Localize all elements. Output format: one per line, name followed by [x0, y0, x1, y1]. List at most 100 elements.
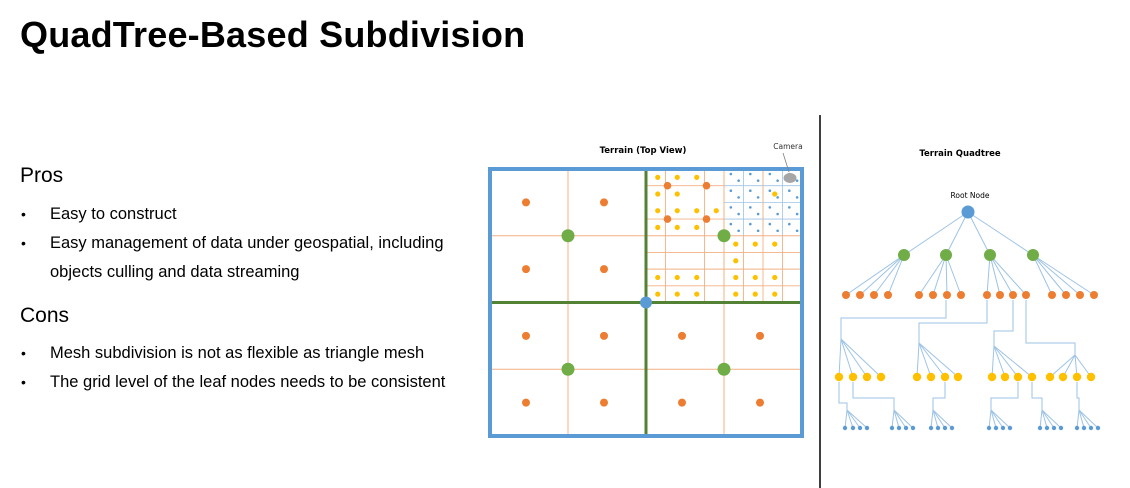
tree-edge [840, 300, 947, 339]
bullet-icon: • [21, 206, 26, 222]
tree-node [842, 291, 850, 299]
root-node [961, 205, 975, 219]
tree-edge [873, 254, 905, 296]
node-dot [776, 212, 779, 216]
tree-edge [1025, 300, 1076, 355]
tree-node [935, 425, 941, 431]
tree-edge [945, 254, 948, 296]
node-dot [678, 331, 686, 340]
tree-node [1074, 425, 1080, 431]
node-dot [522, 331, 530, 340]
tree-edge [988, 409, 992, 429]
tree-edge [932, 382, 946, 410]
node-dot [655, 191, 661, 197]
node-dot [756, 398, 764, 407]
tree-node [940, 249, 952, 261]
tree-node [1088, 425, 1094, 431]
root-node-label: Root Node [951, 191, 990, 200]
slide-title: QuadTree-Based Subdivision [20, 14, 526, 55]
tree-edge [903, 211, 969, 256]
node-dot [795, 212, 799, 216]
terrain-quadtree-title: Terrain Quadtree [919, 149, 1001, 159]
tree-node [1076, 291, 1084, 299]
tree-edge [844, 409, 848, 429]
tree-edge [932, 254, 947, 296]
node-dot [733, 258, 739, 264]
tree-node [928, 425, 934, 431]
tree-edge [1076, 409, 1080, 429]
tree-node [898, 249, 910, 261]
tree-edge [993, 345, 1006, 378]
tree-edge [932, 409, 939, 429]
node-dot [713, 208, 719, 214]
tree-node [996, 291, 1004, 299]
pros-heading: Pros [20, 164, 64, 187]
node-dot [561, 229, 575, 243]
tree-edge [1074, 354, 1092, 378]
tree-edge [1078, 409, 1092, 429]
tree-edge [918, 254, 947, 296]
node-dot [768, 189, 772, 192]
tree-node [1000, 425, 1006, 431]
node-dot [655, 274, 661, 281]
tree-edge [887, 254, 905, 296]
tree-edge [1031, 382, 1043, 410]
list-item-text: Mesh subdivision is not as flexible as t… [50, 344, 425, 362]
tree-node [1007, 425, 1013, 431]
node-dot [752, 274, 758, 281]
tree-node [1027, 249, 1039, 261]
tree-node [884, 291, 892, 299]
tree-node [926, 372, 936, 382]
node-dot [694, 291, 700, 297]
tree-edge [1049, 354, 1076, 378]
node-dot [749, 222, 752, 226]
tree-edge [993, 345, 1019, 378]
tree-edge [945, 211, 969, 256]
node-dot [663, 215, 672, 223]
node-dot [749, 206, 752, 209]
tree-node [1027, 372, 1037, 382]
tree-node [910, 425, 916, 431]
node-dot [733, 274, 739, 281]
tree-node [1090, 291, 1098, 299]
tree-node [1048, 291, 1056, 299]
node-dot [694, 208, 700, 214]
node-dot [655, 174, 661, 180]
bullet-icon: • [21, 345, 26, 361]
node-dot [788, 222, 791, 226]
tree-edge [893, 409, 914, 429]
tree-edge [840, 338, 854, 378]
tree-node [856, 291, 864, 299]
tree-edge [930, 409, 934, 429]
tree-edge [838, 338, 842, 378]
tree-edge [1032, 254, 1053, 296]
tree-edge [993, 300, 1014, 346]
node-dot [772, 241, 778, 247]
node-dot [717, 229, 731, 243]
tree-edge [845, 254, 905, 296]
tree-node [896, 425, 902, 431]
node-dot [776, 196, 779, 199]
list-item: • The grid level of the leaf nodes needs … [20, 368, 450, 397]
node-dot [795, 179, 799, 182]
tree-edge [932, 409, 946, 429]
tree-edge [989, 254, 1001, 296]
bullet-icon: • [21, 235, 26, 251]
tree-edge [893, 409, 907, 429]
tree-node [984, 249, 996, 261]
tree-node [940, 372, 950, 382]
node-dot [729, 206, 733, 209]
node-dot [737, 179, 740, 182]
tree-edge [891, 409, 895, 429]
list-item-text: Easy management of data under geospatial… [50, 234, 444, 281]
node-dot [756, 229, 760, 233]
tree-node [876, 372, 886, 382]
tree-node [862, 372, 872, 382]
list-item-text: Easy to construct [50, 205, 177, 223]
tree-edge [932, 409, 953, 429]
tree-edge [846, 409, 861, 429]
node-dot [749, 172, 752, 176]
terrain-frame [488, 167, 804, 438]
node-dot [737, 212, 740, 216]
